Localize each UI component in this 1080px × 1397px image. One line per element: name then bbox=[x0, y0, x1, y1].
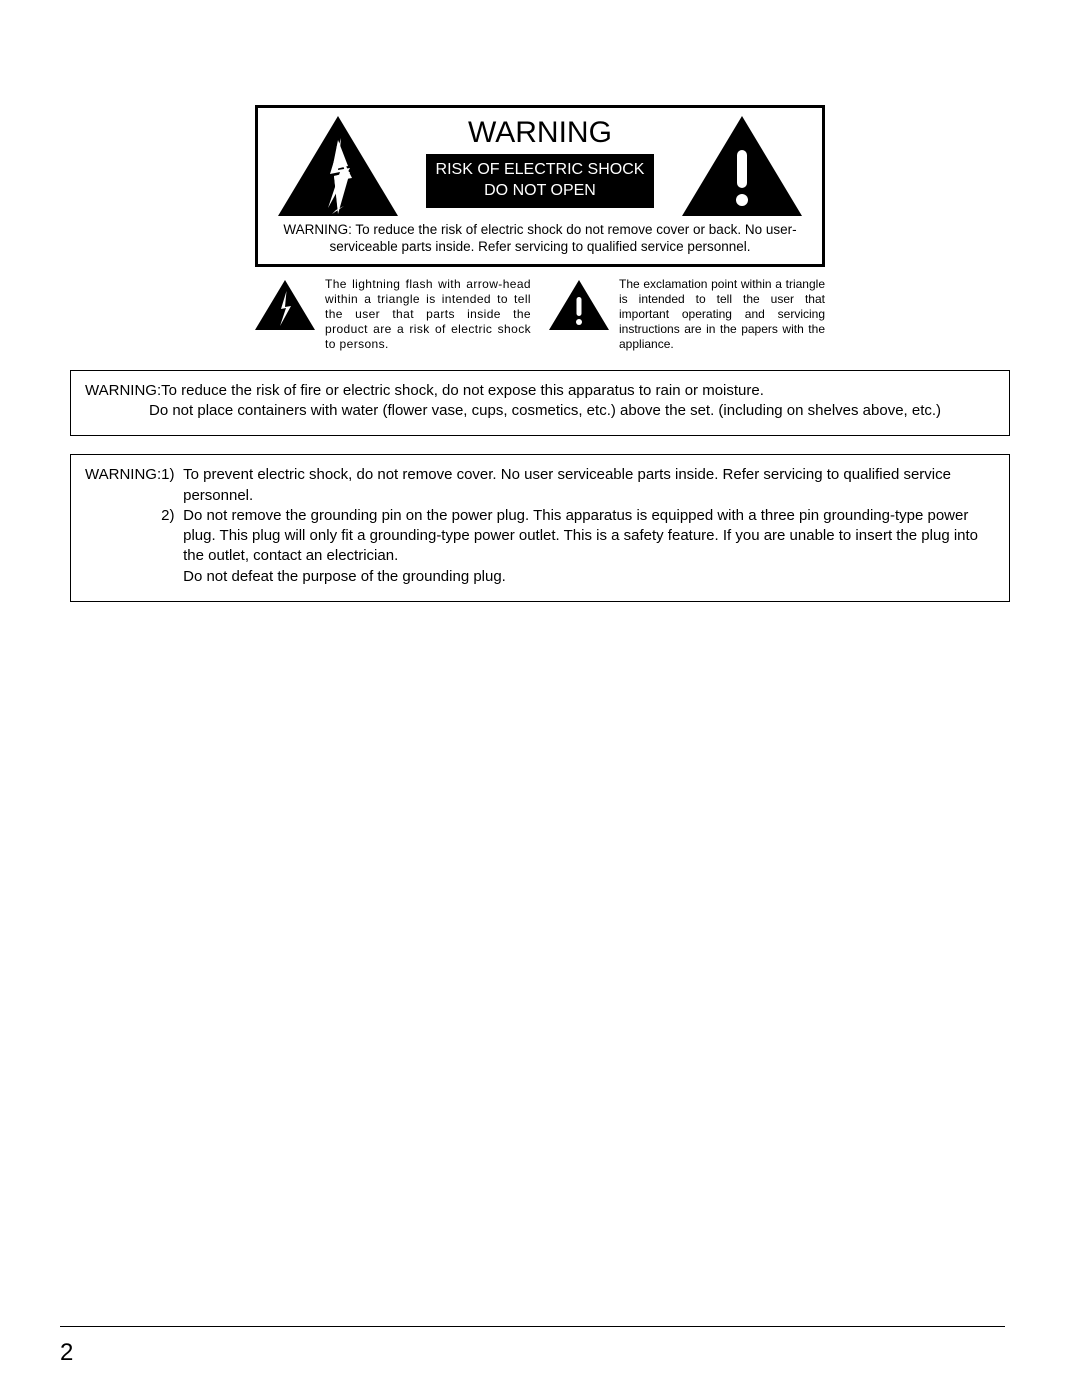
warning-item-2b: Do not defeat the purpose of the groundi… bbox=[161, 567, 995, 587]
warning-item-2-text: Do not remove the grounding pin on the p… bbox=[183, 506, 995, 567]
footer-rule bbox=[60, 1326, 1005, 1327]
warning-item-1-text: To prevent electric shock, do not remove… bbox=[183, 465, 995, 506]
symbol-explanation-row: The lightning flash with arrow-head with… bbox=[255, 277, 825, 352]
risk-line-1: RISK OF ELECTRIC SHOCK bbox=[436, 161, 645, 178]
warning-panel-top-row: WARNING RISK OF ELECTRIC SHOCK DO NOT OP… bbox=[268, 116, 812, 216]
item-number-1: 1) bbox=[161, 465, 183, 506]
page: WARNING RISK OF ELECTRIC SHOCK DO NOT OP… bbox=[0, 0, 1080, 1397]
warning-box-grounding: WARNING: 1) To prevent electric shock, d… bbox=[70, 454, 1010, 602]
exclamation-triangle-icon bbox=[672, 116, 812, 216]
warning-item-2: 2) Do not remove the grounding pin on th… bbox=[161, 506, 995, 567]
exclaim-explanation: The exclamation point within a triangle … bbox=[549, 277, 825, 352]
risk-line-2: DO NOT OPEN bbox=[484, 182, 596, 199]
lightning-triangle-icon bbox=[268, 116, 408, 216]
warning-center-col: WARNING RISK OF ELECTRIC SHOCK DO NOT OP… bbox=[418, 116, 662, 208]
warning-moisture-indent: Do not place containers with water (flow… bbox=[85, 401, 995, 421]
warning-item-1: 1) To prevent electric shock, do not rem… bbox=[161, 465, 995, 506]
warning-label: WARNING: bbox=[85, 381, 161, 401]
warning-moisture-text: To reduce the risk of fire or electric s… bbox=[161, 381, 764, 401]
warning-panel: WARNING RISK OF ELECTRIC SHOCK DO NOT OP… bbox=[255, 105, 825, 267]
exclamation-triangle-small-icon bbox=[549, 277, 609, 333]
warning-panel-body: WARNING: To reduce the risk of electric … bbox=[268, 222, 812, 256]
warning-item-2b-text: Do not defeat the purpose of the groundi… bbox=[183, 567, 995, 587]
warning-title: WARNING bbox=[418, 116, 662, 154]
lightning-explanation-text: The lightning flash with arrow-head with… bbox=[325, 277, 531, 352]
lightning-triangle-small-icon bbox=[255, 277, 315, 333]
warning-label-2: WARNING: bbox=[85, 465, 161, 587]
page-number: 2 bbox=[60, 1339, 73, 1367]
item-number-2: 2) bbox=[161, 506, 183, 567]
warning-box-moisture: WARNING: To reduce the risk of fire or e… bbox=[70, 370, 1010, 437]
risk-label: RISK OF ELECTRIC SHOCK DO NOT OPEN bbox=[426, 154, 655, 208]
lightning-explanation: The lightning flash with arrow-head with… bbox=[255, 277, 531, 352]
exclaim-explanation-text: The exclamation point within a triangle … bbox=[619, 277, 825, 352]
